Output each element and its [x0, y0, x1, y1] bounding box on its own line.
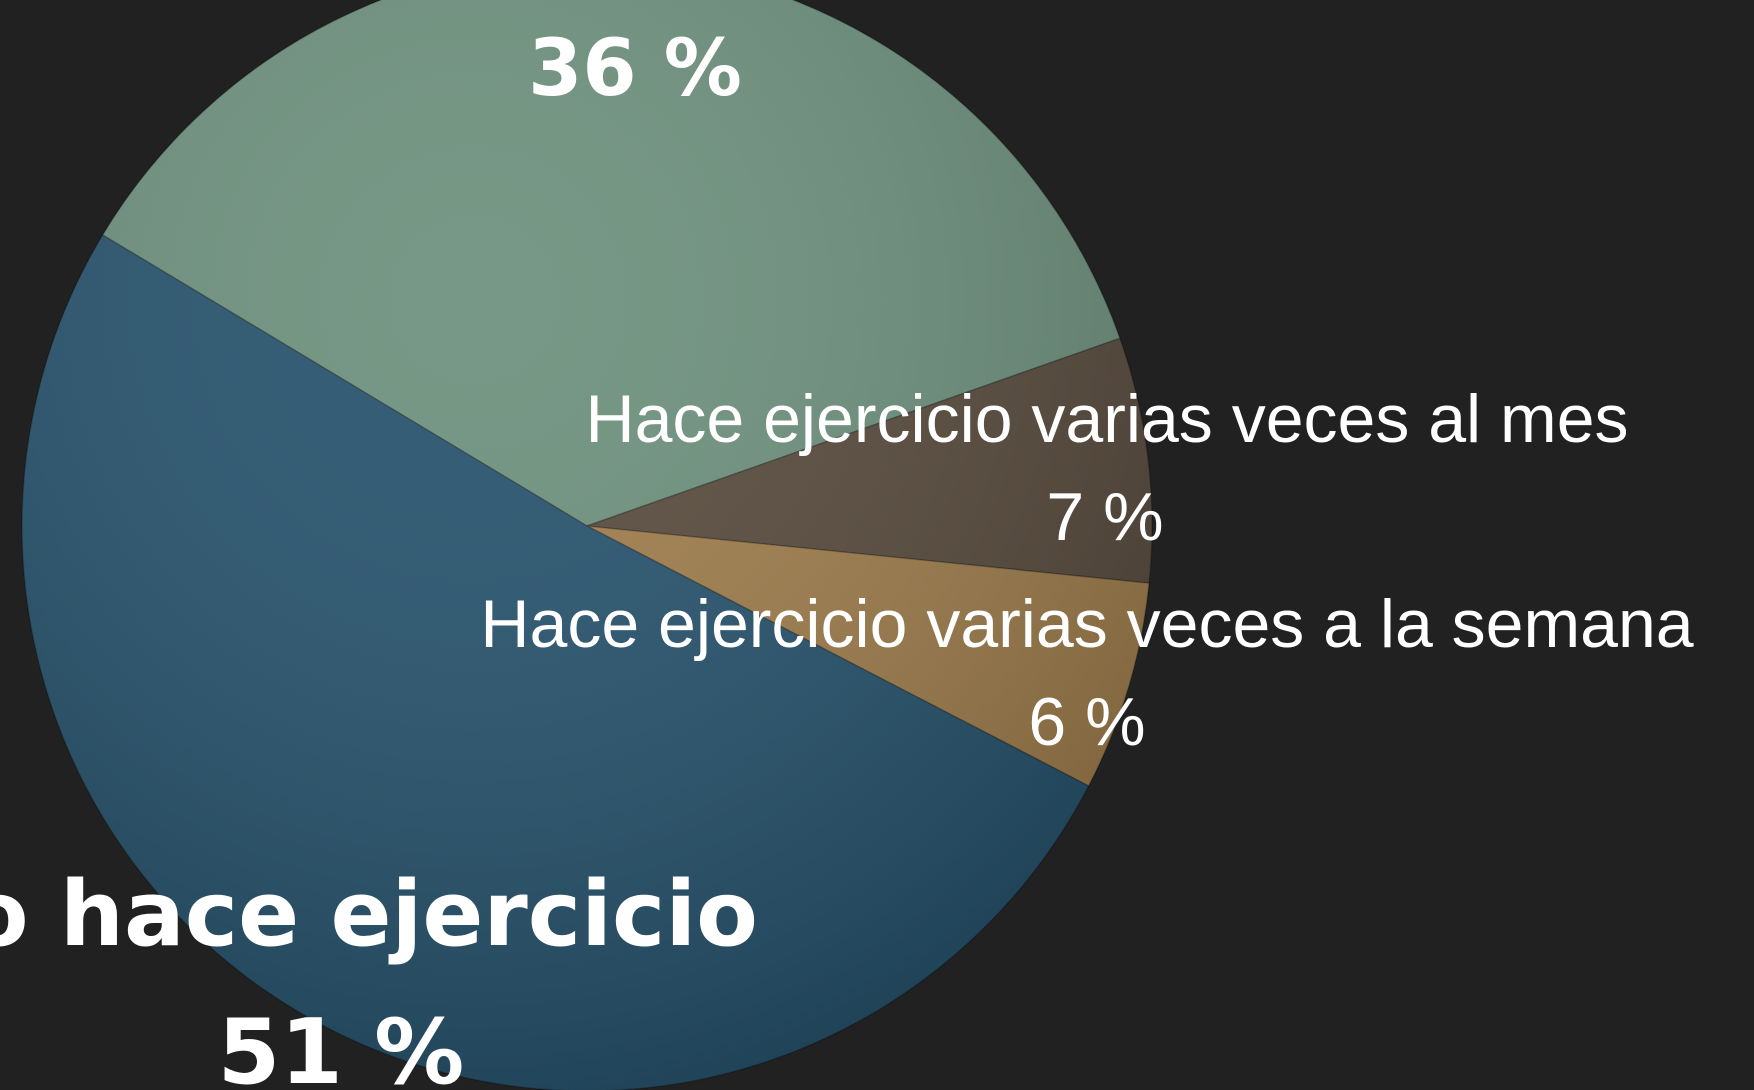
- slice-value-label: 51 %: [218, 1000, 465, 1090]
- slice-name: No hace ejercicio: [0, 862, 758, 967]
- slice-name: Hace ejercicio varias veces a la semana: [480, 586, 1693, 662]
- slice-name: Hace ejercicio varias veces al mes: [585, 381, 1628, 457]
- labels: 36 % Hace ejercicio varias veces al mes 7 …: [0, 24, 1694, 1090]
- slice-value-label: 7 %: [1046, 479, 1163, 555]
- slice-value-label: 36 %: [528, 24, 742, 114]
- slice-value-label: 6 %: [1028, 684, 1145, 760]
